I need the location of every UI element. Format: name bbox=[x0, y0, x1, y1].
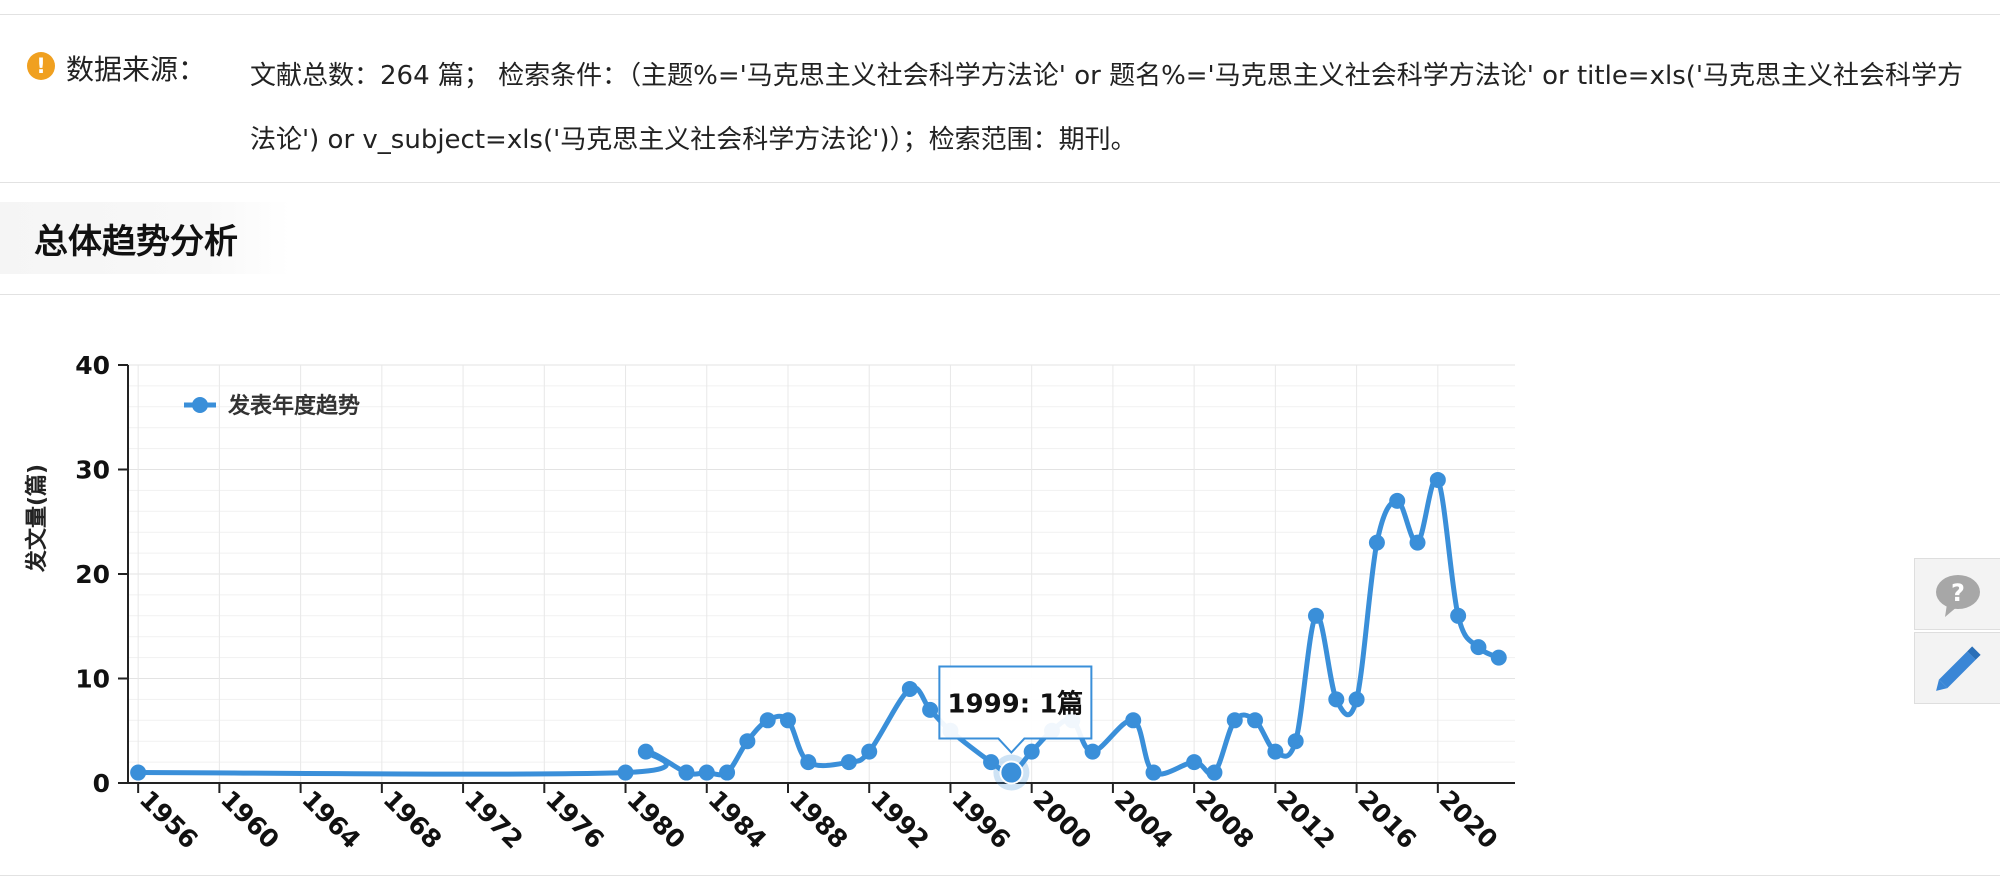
tooltip: 1999: 1篇 bbox=[938, 665, 1093, 791]
data-point[interactable] bbox=[719, 764, 736, 781]
data-point[interactable] bbox=[861, 743, 878, 760]
data-point[interactable] bbox=[1307, 607, 1324, 624]
x-tick-label: 1992 bbox=[865, 785, 935, 855]
x-tick-label: 2016 bbox=[1352, 785, 1422, 855]
source-label: 数据来源： bbox=[66, 53, 207, 86]
data-point[interactable] bbox=[1368, 534, 1385, 551]
x-tick-label: 2008 bbox=[1190, 785, 1260, 855]
source-divider bbox=[0, 182, 2000, 183]
data-point[interactable] bbox=[1470, 639, 1487, 656]
data-point[interactable] bbox=[922, 701, 939, 718]
y-tick-label: 0 bbox=[93, 769, 110, 798]
data-point[interactable] bbox=[1429, 471, 1446, 488]
legend-label: 发表年度趋势 bbox=[227, 393, 360, 419]
data-point[interactable] bbox=[759, 712, 776, 729]
data-point[interactable] bbox=[1084, 743, 1101, 760]
data-point[interactable] bbox=[1389, 492, 1406, 509]
grid bbox=[128, 364, 1515, 783]
x-tick-label: 2004 bbox=[1109, 785, 1179, 855]
x-tick-label: 1976 bbox=[540, 785, 610, 855]
data-point[interactable] bbox=[1267, 743, 1284, 760]
data-point[interactable] bbox=[1226, 712, 1243, 729]
axes bbox=[118, 364, 1515, 793]
data-point[interactable] bbox=[1206, 764, 1223, 781]
x-tick-label: 1996 bbox=[946, 785, 1016, 855]
y-tick-label: 20 bbox=[75, 560, 110, 589]
x-tick-labels: 1956 1960 1964 1968 1972 1976 1980 1984 1988 1992… bbox=[134, 785, 1503, 855]
x-tick-label: 1988 bbox=[784, 785, 854, 855]
x-tick-label: 2000 bbox=[1027, 785, 1097, 855]
data-point[interactable] bbox=[1287, 733, 1304, 750]
edit-button[interactable] bbox=[1914, 632, 2000, 704]
y-tick-label: 40 bbox=[75, 351, 110, 380]
x-tick-label: 1968 bbox=[378, 785, 448, 855]
data-point[interactable] bbox=[901, 680, 918, 697]
source-description: 文献总数：264 篇； 检索条件：（主题%='马克思主义社会科学方法论' or … bbox=[250, 61, 1964, 155]
data-point[interactable] bbox=[840, 754, 857, 771]
exclamation-icon: ! bbox=[27, 52, 55, 80]
data-point[interactable] bbox=[1490, 649, 1507, 666]
data-point[interactable] bbox=[130, 764, 147, 781]
x-tick-label: 1980 bbox=[621, 785, 691, 855]
data-point[interactable] bbox=[1186, 754, 1203, 771]
legend-marker bbox=[192, 397, 208, 413]
bottom-divider bbox=[0, 875, 2000, 876]
data-point[interactable] bbox=[1450, 607, 1467, 624]
x-tick-label: 1956 bbox=[134, 785, 204, 855]
data-point[interactable] bbox=[1328, 691, 1345, 708]
svg-text:?: ? bbox=[1951, 579, 1965, 607]
section-header bbox=[0, 202, 290, 274]
data-point[interactable] bbox=[1125, 712, 1142, 729]
x-tick-label: 2020 bbox=[1434, 785, 1504, 855]
help-button[interactable]: ? bbox=[1914, 558, 2000, 630]
data-point[interactable] bbox=[678, 764, 695, 781]
x-tick-label: 1984 bbox=[703, 785, 773, 855]
data-point[interactable] bbox=[617, 764, 634, 781]
x-tick-label: 1964 bbox=[296, 785, 366, 855]
data-point[interactable] bbox=[637, 743, 654, 760]
series-line-group bbox=[130, 471, 1507, 781]
y-axis-label: 发文量(篇) bbox=[24, 464, 50, 573]
data-point[interactable] bbox=[800, 754, 817, 771]
x-tick-label: 1972 bbox=[459, 785, 529, 855]
data-point[interactable] bbox=[779, 712, 796, 729]
hover-point[interactable] bbox=[999, 760, 1024, 785]
top-divider bbox=[0, 14, 2000, 15]
y-tick-label: 30 bbox=[75, 456, 110, 485]
pencil-icon bbox=[1936, 646, 1981, 691]
data-point[interactable] bbox=[1023, 743, 1040, 760]
tooltip-box bbox=[938, 665, 1093, 755]
y-tick-labels: 0 10 20 30 40 bbox=[75, 351, 110, 798]
data-point[interactable] bbox=[1409, 534, 1426, 551]
data-point[interactable] bbox=[1348, 691, 1365, 708]
data-point[interactable] bbox=[698, 764, 715, 781]
data-point[interactable] bbox=[1145, 764, 1162, 781]
data-point[interactable] bbox=[1247, 712, 1264, 729]
help-icon: ? bbox=[1936, 575, 1980, 617]
legend[interactable]: 发表年度趋势 bbox=[184, 393, 360, 419]
data-point[interactable] bbox=[983, 754, 1000, 771]
section-title: 总体趋势分析 bbox=[34, 222, 238, 262]
x-tick-label: 1960 bbox=[215, 785, 285, 855]
tooltip-text: 1999: 1篇 bbox=[947, 689, 1083, 720]
section-divider bbox=[0, 294, 2000, 295]
y-tick-label: 10 bbox=[75, 665, 110, 694]
series-line bbox=[138, 476, 1500, 778]
data-point[interactable] bbox=[739, 733, 756, 750]
x-tick-label: 2012 bbox=[1271, 785, 1341, 855]
